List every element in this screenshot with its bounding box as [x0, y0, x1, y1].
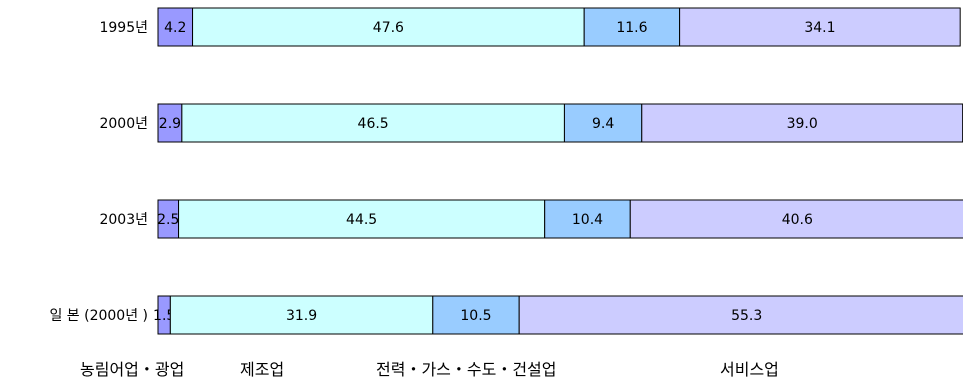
bar-segment [157, 7, 194, 47]
data-label: 1.5 [153, 308, 175, 324]
data-label: 10.4 [572, 212, 603, 228]
data-label: 55.3 [731, 308, 762, 324]
bar-segment [178, 199, 546, 239]
data-label: 2.5 [157, 212, 179, 228]
category-label: 일 본 (2000년 ) [49, 308, 148, 324]
category-label: 2003년 [99, 212, 148, 228]
bar-segment [629, 199, 963, 239]
bar-segment [544, 199, 631, 239]
legend: 농림어업・광업 제조업 전력・가스・수도・건설업 서비스업 [80, 360, 779, 379]
bars-group: 4.2 47.6 11.6 34.1 2.9 46.5 9.4 39.0 2.5 44.5 10.4… [153, 7, 963, 335]
legend-entry: 전력・가스・수도・건설업 [376, 360, 556, 379]
data-label: 44.5 [346, 212, 377, 228]
category-label: 2000년 [99, 116, 148, 132]
data-label: 4.2 [164, 20, 186, 36]
bar-segment [192, 7, 585, 47]
data-label: 47.6 [373, 20, 404, 36]
data-label: 2.9 [159, 116, 181, 132]
data-label: 39.0 [787, 116, 818, 132]
legend-entry: 농림어업・광업 [80, 360, 184, 379]
bar-segment [583, 7, 681, 47]
bar-segment [518, 295, 963, 335]
bar-segment [641, 103, 963, 143]
bar-segment [563, 103, 643, 143]
data-label: 11.6 [616, 20, 647, 36]
data-label: 31.9 [286, 308, 317, 324]
legend-entry: 서비스업 [720, 360, 779, 379]
data-label: 40.6 [782, 212, 813, 228]
bar-segment [679, 7, 961, 47]
data-label: 9.4 [592, 116, 614, 132]
data-label: 10.5 [460, 308, 491, 324]
category-label: 1995년 [99, 20, 148, 36]
legend-entry: 제조업 [240, 360, 284, 379]
data-label: 34.1 [804, 20, 835, 36]
data-label: 46.5 [358, 116, 389, 132]
bar-segment [169, 295, 434, 335]
bar-segment [181, 103, 565, 143]
bar-segment [432, 295, 520, 335]
